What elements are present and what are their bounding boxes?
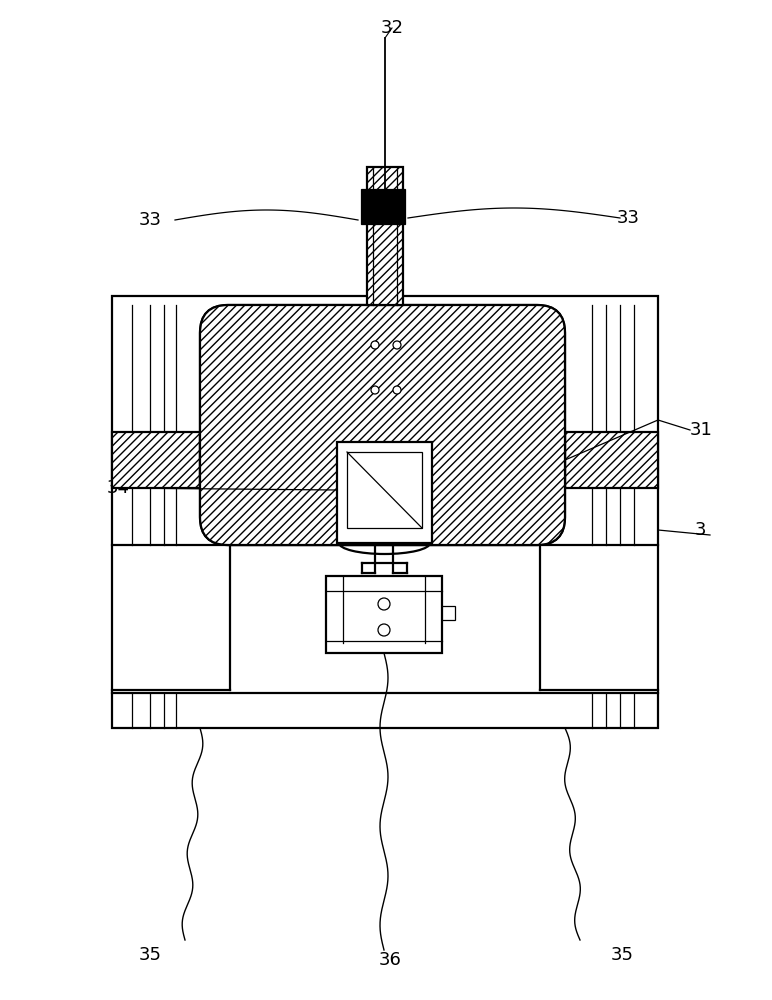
FancyBboxPatch shape [200, 305, 565, 545]
Text: 31: 31 [690, 421, 713, 439]
Bar [112, 432, 200, 488]
Text: 3: 3 [695, 521, 706, 539]
FancyBboxPatch shape [200, 305, 565, 545]
Text: 34: 34 [107, 479, 130, 497]
Text: 33: 33 [138, 211, 161, 229]
Bar [112, 296, 658, 728]
Bar [367, 167, 403, 305]
Bar [361, 189, 405, 224]
Bar [565, 432, 658, 488]
Text: 32: 32 [381, 19, 404, 37]
Circle shape [393, 341, 401, 349]
Circle shape [371, 341, 379, 349]
Circle shape [393, 386, 401, 394]
Bar [326, 576, 442, 653]
Bar [347, 452, 422, 528]
Bar [337, 442, 432, 543]
Circle shape [371, 386, 379, 394]
Text: 33: 33 [617, 209, 639, 227]
Bar [442, 606, 455, 620]
Text: 36: 36 [378, 951, 401, 969]
Text: 35: 35 [611, 946, 634, 964]
Text: 35: 35 [138, 946, 161, 964]
